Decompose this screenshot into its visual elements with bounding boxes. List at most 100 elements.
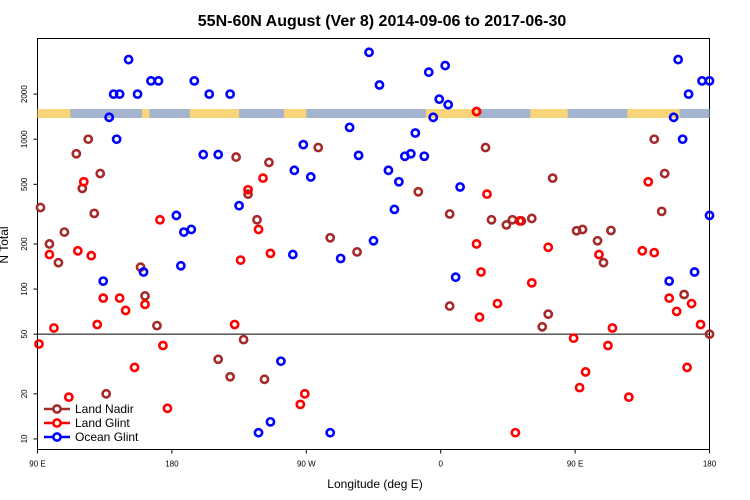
data-point <box>178 227 189 237</box>
data-point <box>649 247 660 258</box>
data-point <box>543 309 554 320</box>
data-point <box>440 60 451 71</box>
chart-title: 55N-60N August (Ver 8) 2014-09-06 to 201… <box>198 13 567 30</box>
data-point <box>514 216 525 226</box>
data-point <box>89 208 100 219</box>
legend-label: Ocean Glint <box>75 430 139 444</box>
data-point <box>44 249 55 260</box>
series-land-glint <box>34 106 706 438</box>
data-point <box>325 232 336 243</box>
data-point <box>111 134 122 145</box>
data-point <box>704 75 715 86</box>
data-point <box>140 291 150 301</box>
legend-label: Land Nadir <box>75 402 134 416</box>
data-point <box>364 47 374 58</box>
land-segment <box>425 109 479 118</box>
land-segment <box>37 109 71 118</box>
data-point <box>235 255 246 266</box>
data-point <box>92 319 103 330</box>
data-point <box>405 148 416 159</box>
data-point <box>623 392 634 403</box>
data-point <box>537 321 548 332</box>
y-tick-label: 100 <box>20 282 29 296</box>
data-point <box>664 293 675 304</box>
data-point <box>492 298 503 309</box>
data-point <box>104 112 115 123</box>
x-tick-label: 0 <box>438 460 443 469</box>
data-point <box>679 289 690 300</box>
data-point <box>253 224 264 235</box>
data-point <box>656 206 667 217</box>
data-point <box>476 267 486 277</box>
data-point <box>44 239 55 249</box>
y-tick-label: 50 <box>20 329 29 338</box>
y-tick-label: 10 <box>20 434 29 443</box>
land-segment <box>530 109 568 118</box>
data-point <box>335 253 346 264</box>
data-point <box>243 189 253 200</box>
data-point <box>72 245 83 256</box>
data-point <box>444 209 455 219</box>
data-point <box>298 139 309 150</box>
data-point <box>114 89 125 100</box>
data-point <box>704 329 715 340</box>
data-point <box>225 89 236 100</box>
data-point <box>526 277 537 288</box>
land-segment <box>283 109 307 118</box>
data-point <box>428 112 439 123</box>
x-tick-label: 180 <box>703 460 717 469</box>
data-point <box>353 150 364 161</box>
data-point <box>258 173 268 184</box>
data-point <box>413 186 424 197</box>
data-point <box>83 134 94 145</box>
data-point <box>603 340 613 351</box>
data-point <box>238 334 249 345</box>
data-point <box>252 214 262 225</box>
data-point <box>153 75 164 86</box>
data-point <box>313 142 324 153</box>
data-point <box>253 427 264 438</box>
x-tick-label: 90 E <box>29 460 45 469</box>
x-axis-label: Longitude (deg E) <box>327 477 422 491</box>
data-point <box>158 340 168 351</box>
data-point <box>229 319 240 330</box>
x-ticks: 90 E 180 90 W 0 90 E 180 <box>29 449 717 469</box>
legend-marker <box>52 404 62 414</box>
data-point <box>419 151 430 162</box>
data-point <box>410 128 421 138</box>
data-point <box>450 272 461 283</box>
data-point <box>213 149 224 160</box>
y-axis-label: N Total <box>0 226 11 263</box>
data-point <box>682 362 692 373</box>
data-point <box>689 267 700 277</box>
data-point <box>444 301 455 311</box>
series-ocean-glint <box>98 47 715 438</box>
y-tick-label: 20 <box>20 389 29 398</box>
data-point <box>510 427 521 438</box>
x-tick-label: 90 E <box>567 460 583 469</box>
data-point <box>664 276 675 287</box>
data-point <box>643 176 654 187</box>
data-point <box>265 416 276 427</box>
data-point <box>146 75 156 86</box>
data-point <box>659 168 670 179</box>
x-tick-label: 180 <box>165 460 179 469</box>
data-point <box>155 214 165 225</box>
legend-marker <box>52 418 62 428</box>
legend-marker <box>52 432 62 442</box>
data-point <box>325 427 336 438</box>
data-point <box>673 54 684 65</box>
data-point <box>649 134 660 145</box>
data-point <box>120 305 131 316</box>
data-point <box>34 339 44 349</box>
data-point <box>580 367 591 377</box>
data-point <box>138 267 149 277</box>
data-point <box>474 312 485 323</box>
data-point <box>276 356 286 367</box>
data-point <box>198 149 209 160</box>
data-point <box>368 235 379 246</box>
data-point <box>393 176 404 187</box>
data-point <box>98 276 109 287</box>
data-point <box>234 200 244 211</box>
